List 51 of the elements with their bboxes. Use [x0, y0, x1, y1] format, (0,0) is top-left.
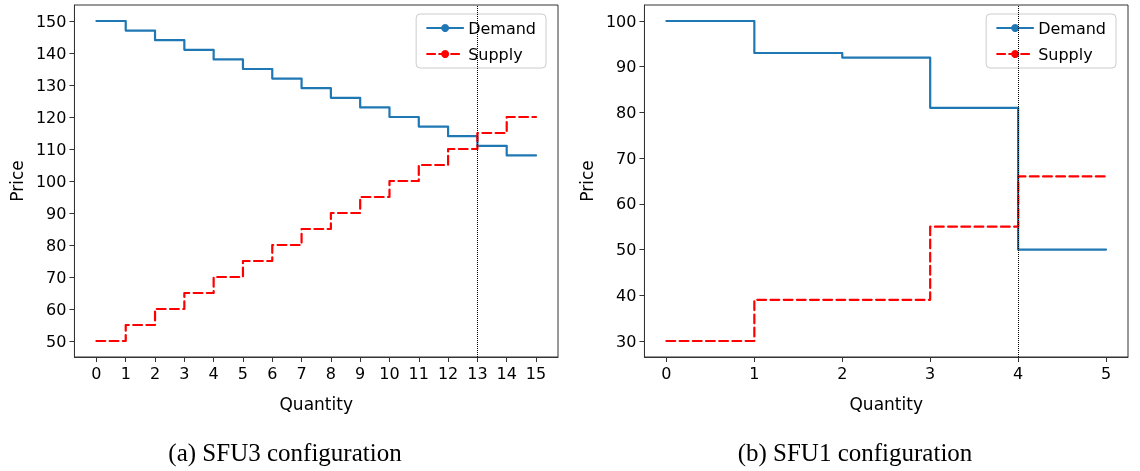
- x-tick-label: 4: [208, 363, 219, 383]
- x-tick-label: 6: [267, 363, 278, 383]
- y-tick-label: 70: [616, 148, 637, 168]
- legend-label: Demand: [1038, 18, 1107, 38]
- y-tick-label: 30: [616, 331, 637, 351]
- x-tick-label: 13: [467, 363, 488, 383]
- y-tick-label: 130: [35, 75, 67, 95]
- x-tick-label: 11: [408, 363, 429, 383]
- x-tick-label: 0: [91, 363, 102, 383]
- x-tick-label: 9: [355, 363, 366, 383]
- y-tick-label: 90: [46, 203, 67, 223]
- y-axis-title: Price: [6, 160, 27, 202]
- y-tick-label: 60: [46, 299, 67, 319]
- y-tick-label: 70: [46, 267, 67, 287]
- legend-label: Supply: [1038, 44, 1093, 64]
- x-axis-title: Quantity: [849, 393, 923, 414]
- legend-label: Demand: [468, 18, 537, 38]
- x-tick-label: 0: [661, 363, 672, 383]
- y-tick-label: 140: [35, 43, 67, 63]
- y-tick-label: 80: [46, 235, 67, 255]
- x-tick-label: 8: [325, 363, 336, 383]
- text: (a) SFU3 configuration: [168, 439, 403, 467]
- x-tick-label: 3: [179, 363, 190, 383]
- y-tick-label: 100: [605, 11, 637, 31]
- y-tick-label: 120: [35, 107, 67, 127]
- x-axis-title: Quantity: [279, 393, 353, 414]
- y-tick-label: 80: [616, 102, 637, 122]
- x-tick-label: 2: [837, 363, 848, 383]
- x-tick-label: 5: [237, 363, 249, 383]
- y-tick-label: 50: [46, 331, 67, 351]
- legend-label: Supply: [468, 44, 523, 64]
- text: (b) SFU1 configuration: [737, 439, 973, 467]
- y-tick-label: 110: [35, 139, 67, 159]
- x-tick-label: 1: [120, 363, 131, 383]
- x-tick-label: 3: [925, 363, 936, 383]
- x-tick-label: 15: [525, 363, 547, 383]
- x-tick-label: 7: [296, 363, 307, 383]
- x-tick-label: 5: [1100, 363, 1112, 383]
- x-tick-label: 14: [496, 363, 517, 383]
- x-tick-label: 12: [437, 363, 459, 383]
- x-tick-label: 1: [749, 363, 760, 383]
- y-tick-label: 150: [35, 11, 67, 31]
- y-tick-label: 90: [616, 57, 637, 77]
- y-tick-label: 60: [616, 194, 637, 214]
- y-tick-label: 50: [616, 240, 637, 260]
- x-tick-label: 2: [149, 363, 161, 383]
- y-tick-label: 40: [616, 285, 637, 305]
- x-tick-label: 10: [379, 363, 400, 383]
- y-tick-label: 100: [35, 171, 67, 191]
- y-axis-title: Price: [576, 160, 597, 202]
- x-tick-label: 4: [1013, 363, 1024, 383]
